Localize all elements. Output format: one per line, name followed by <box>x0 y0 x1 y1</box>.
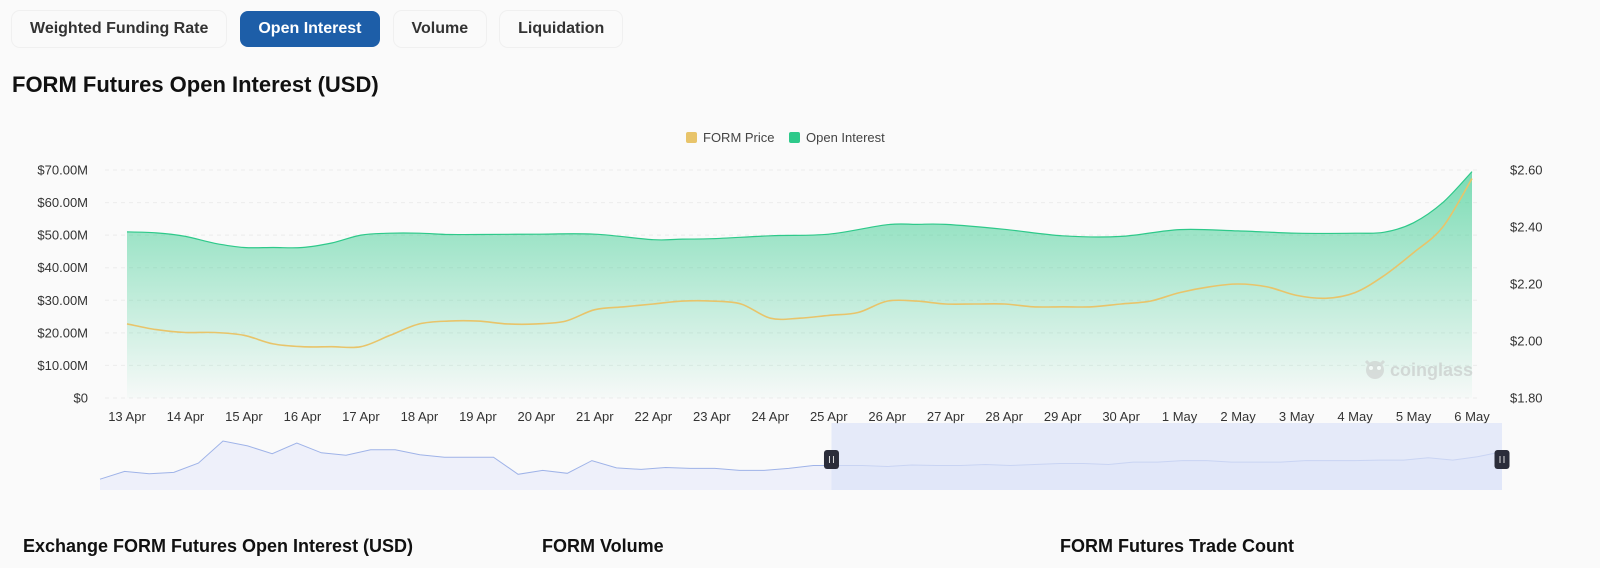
x-axis-tick-label: 15 Apr <box>225 409 263 424</box>
x-axis-tick-label: 24 Apr <box>751 409 789 424</box>
x-axis-tick-label: 22 Apr <box>635 409 673 424</box>
x-axis-tick-label: 6 May <box>1454 409 1490 424</box>
right-axis-tick-label: $2.00 <box>1510 334 1543 349</box>
tab-open-interest[interactable]: Open Interest <box>240 11 380 47</box>
right-axis-tick-label: $2.60 <box>1510 163 1543 178</box>
legend-price-label: FORM Price <box>703 130 775 145</box>
x-axis-tick-label: 4 May <box>1337 409 1373 424</box>
left-axis-tick-label: $10.00M <box>37 358 88 373</box>
trade-count-title: FORM Futures Trade Count <box>1060 536 1294 556</box>
x-axis-tick-label: 25 Apr <box>810 409 848 424</box>
navigator-selection <box>831 423 1502 490</box>
watermark-text: coinglass <box>1390 360 1473 380</box>
series-group <box>126 171 1473 398</box>
volume-title: FORM Volume <box>542 536 664 556</box>
left-axis-tick-label: $30.00M <box>37 293 88 308</box>
open-interest-area <box>127 171 1472 398</box>
open-interest-chart: FORM Price Open Interest $0 $10.00M $20.00… <box>37 130 1543 490</box>
open-interest-line <box>126 171 1473 249</box>
x-axis-tick-label: 29 Apr <box>1044 409 1082 424</box>
left-axis-tick-label: $50.00M <box>37 228 88 243</box>
x-axis-tick-label: 23 Apr <box>693 409 731 424</box>
right-axis-tick-label: $2.20 <box>1510 277 1543 292</box>
left-axis-tick-label: $60.00M <box>37 195 88 210</box>
metric-tabs: Weighted Funding Rate Open Interest Volu… <box>12 11 623 47</box>
page-title: FORM Futures Open Interest (USD) <box>12 72 379 97</box>
range-navigator[interactable] <box>99 423 1510 490</box>
x-axis-tick-label: 3 May <box>1279 409 1315 424</box>
handle-grip <box>1494 450 1510 469</box>
handle-grip <box>823 450 839 469</box>
x-axis-tick-label: 1 May <box>1162 409 1198 424</box>
x-axis-tick-label: 21 Apr <box>576 409 614 424</box>
right-axis: $1.80 $2.00 $2.20 $2.40 $2.60 <box>1510 163 1543 406</box>
right-axis-tick-label: $2.40 <box>1510 220 1543 235</box>
x-axis-tick-label: 16 Apr <box>284 409 322 424</box>
x-axis: 13 Apr 14 Apr 15 Apr 16 Apr 17 Apr 18 Apr 19 A… <box>108 409 1490 424</box>
legend: FORM Price Open Interest <box>686 130 885 145</box>
x-axis-tick-label: 5 May <box>1396 409 1432 424</box>
x-axis-tick-label: 27 Apr <box>927 409 965 424</box>
left-axis-tick-label: $0 <box>74 391 88 406</box>
x-axis-tick-label: 20 Apr <box>518 409 556 424</box>
x-axis-tick-label: 14 Apr <box>167 409 205 424</box>
price-line <box>126 178 1473 349</box>
exchange-oi-title: Exchange FORM Futures Open Interest (USD… <box>23 536 414 556</box>
legend-oi-label: Open Interest <box>806 130 885 145</box>
left-axis: $0 $10.00M $20.00M $30.00M $40.00M $50.00M $60… <box>37 163 88 406</box>
legend-oi-swatch <box>789 132 800 143</box>
legend-price-swatch <box>686 132 697 143</box>
x-axis-tick-label: 19 Apr <box>459 409 497 424</box>
left-axis-tick-label: $40.00M <box>37 260 88 275</box>
legend-item-open-interest[interactable]: Open Interest <box>789 130 885 145</box>
x-axis-tick-label: 28 Apr <box>985 409 1023 424</box>
x-axis-tick-label: 2 May <box>1220 409 1256 424</box>
tab-liquidation[interactable]: Liquidation <box>500 11 623 47</box>
x-axis-tick-label: 30 Apr <box>1102 409 1140 424</box>
coinglass-watermark: coinglass <box>1364 359 1473 380</box>
right-axis-tick-label: $1.80 <box>1510 391 1543 406</box>
left-axis-tick-label: $70.00M <box>37 163 88 178</box>
legend-item-price[interactable]: FORM Price <box>686 130 775 145</box>
navigator-left-handle[interactable] <box>823 450 839 469</box>
x-axis-tick-label: 17 Apr <box>342 409 380 424</box>
x-axis-tick-label: 18 Apr <box>401 409 439 424</box>
x-axis-tick-label: 26 Apr <box>868 409 906 424</box>
x-axis-tick-label: 13 Apr <box>108 409 146 424</box>
left-axis-tick-label: $20.00M <box>37 325 88 340</box>
navigator-right-handle[interactable] <box>1494 450 1510 469</box>
coinglass-logo-icon <box>1364 359 1386 379</box>
tab-weighted-funding-rate[interactable]: Weighted Funding Rate <box>12 11 227 47</box>
tab-volume[interactable]: Volume <box>393 11 487 47</box>
